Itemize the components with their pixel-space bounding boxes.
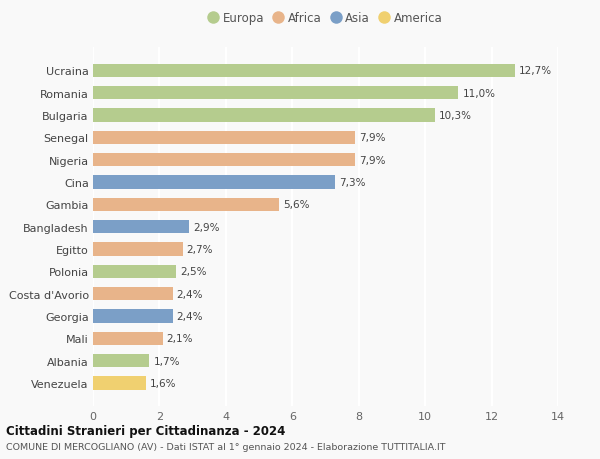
- Text: Cittadini Stranieri per Cittadinanza - 2024: Cittadini Stranieri per Cittadinanza - 2…: [6, 424, 286, 437]
- Bar: [93, 154, 355, 167]
- Bar: [93, 243, 182, 256]
- Bar: [93, 310, 173, 323]
- Text: 12,7%: 12,7%: [519, 66, 552, 76]
- Text: 2,1%: 2,1%: [167, 334, 193, 344]
- Text: 11,0%: 11,0%: [463, 89, 496, 98]
- Bar: [93, 131, 355, 145]
- Text: 7,3%: 7,3%: [340, 178, 366, 188]
- Text: 5,6%: 5,6%: [283, 200, 310, 210]
- Text: COMUNE DI MERCOGLIANO (AV) - Dati ISTAT al 1° gennaio 2024 - Elaborazione TUTTIT: COMUNE DI MERCOGLIANO (AV) - Dati ISTAT …: [6, 442, 445, 451]
- Bar: [93, 287, 173, 301]
- Text: 7,9%: 7,9%: [359, 155, 386, 165]
- Bar: [93, 109, 435, 123]
- Text: 2,7%: 2,7%: [187, 245, 213, 254]
- Bar: [93, 265, 176, 279]
- Text: 2,5%: 2,5%: [180, 267, 206, 277]
- Text: 1,6%: 1,6%: [150, 378, 176, 388]
- Bar: [93, 220, 190, 234]
- Bar: [93, 332, 163, 345]
- Text: 2,9%: 2,9%: [193, 222, 220, 232]
- Bar: [93, 64, 515, 78]
- Legend: Europa, Africa, Asia, America: Europa, Africa, Asia, America: [204, 7, 447, 30]
- Bar: [93, 198, 279, 212]
- Text: 2,4%: 2,4%: [176, 289, 203, 299]
- Bar: [93, 354, 149, 368]
- Bar: [93, 176, 335, 189]
- Text: 1,7%: 1,7%: [154, 356, 180, 366]
- Bar: [93, 87, 458, 100]
- Text: 2,4%: 2,4%: [176, 311, 203, 321]
- Text: 7,9%: 7,9%: [359, 133, 386, 143]
- Bar: [93, 376, 146, 390]
- Text: 10,3%: 10,3%: [439, 111, 472, 121]
